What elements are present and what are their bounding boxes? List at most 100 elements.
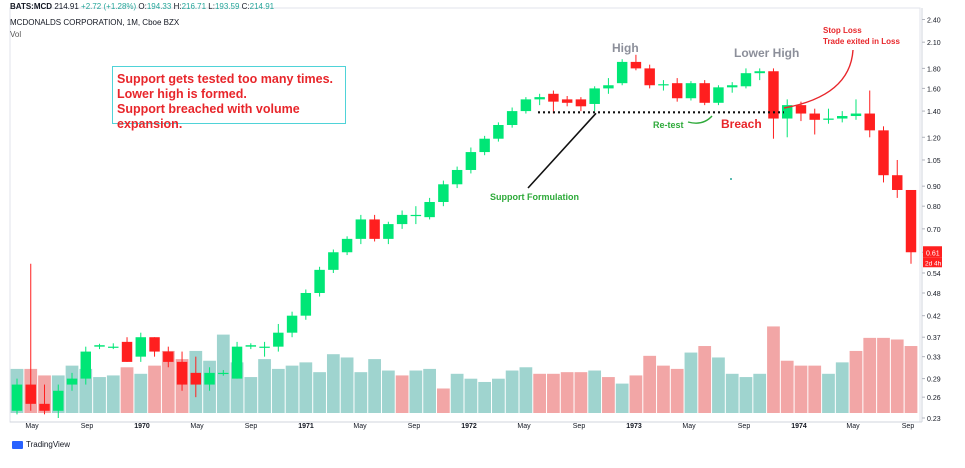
candle-body <box>671 83 683 99</box>
high-label: H: <box>173 2 182 11</box>
countdown-badge-text: 2d 4h <box>925 260 942 267</box>
volume-bar <box>492 378 505 413</box>
candle-body <box>658 84 669 86</box>
candle-body <box>534 97 545 100</box>
candle-body <box>589 88 600 104</box>
candle-body <box>740 73 752 87</box>
volume-bar <box>354 372 368 413</box>
candle-body <box>726 85 738 88</box>
candle-body <box>892 175 903 190</box>
volume-bar <box>560 372 574 413</box>
x-tick-label: Sep <box>81 423 94 430</box>
tradingview-icon <box>12 440 23 449</box>
x-tick-label: May <box>25 423 39 430</box>
volume-bar <box>436 388 450 413</box>
change-value: +2.72 (+1.28%) <box>81 2 137 11</box>
countdown-badge <box>923 257 942 268</box>
marker-dot <box>730 178 732 180</box>
volume-bar <box>574 372 588 413</box>
y-tick-label: 0.80 <box>927 204 941 211</box>
candle-body <box>121 341 133 362</box>
y-tick-label: 0.23 <box>927 416 941 423</box>
candle-body <box>190 372 202 385</box>
candle-body <box>548 93 559 102</box>
candle-body <box>53 390 64 411</box>
low-label: L: <box>208 2 215 11</box>
volume-bar <box>877 337 890 413</box>
volume-bar <box>643 355 657 413</box>
volume-bar <box>849 350 863 413</box>
volume-bar <box>794 365 808 413</box>
candle-body <box>850 113 862 117</box>
open-value: 194.33 <box>146 2 172 11</box>
candle-body <box>781 105 793 119</box>
candle-body <box>383 224 394 239</box>
volume-bar <box>161 350 175 413</box>
volume-bar <box>478 381 492 413</box>
x-tick-label: Sep <box>573 423 586 430</box>
candle-body <box>341 238 353 253</box>
tradingview-name: TradingView <box>26 440 71 449</box>
candle-body <box>410 214 422 217</box>
x-tick-label: Sep <box>408 423 421 430</box>
y-tick-label: 0.90 <box>927 184 941 191</box>
volume-bar <box>670 368 684 413</box>
candle-body <box>685 83 697 99</box>
candle-body <box>218 372 229 375</box>
last-price-badge <box>923 246 942 258</box>
volume-bar <box>629 375 643 413</box>
breach-annotation: Breach <box>721 117 762 131</box>
candle-body <box>754 71 765 74</box>
candle-body <box>823 118 834 120</box>
volume-bar <box>106 375 120 413</box>
candle-body <box>135 337 147 357</box>
volume-bar <box>712 357 725 413</box>
y-tick-label: 0.33 <box>927 355 941 362</box>
volume-bar <box>120 367 134 413</box>
candle-body <box>149 337 160 352</box>
volume-bar <box>533 373 547 413</box>
stop-loss-curve <box>783 49 854 109</box>
candle-body <box>176 361 188 385</box>
volume-bar <box>863 337 877 413</box>
symbol-header: BATS:MCD 214.91 +2.72 (+1.28%) O:194.33 … <box>10 2 274 11</box>
candle-body <box>520 99 532 112</box>
open-label: O: <box>138 2 147 11</box>
close-label: C: <box>241 2 250 11</box>
candle-body <box>479 138 490 153</box>
y-tick-label: 0.48 <box>927 291 941 298</box>
y-tick-label: 1.05 <box>927 158 941 165</box>
low-value: 193.59 <box>214 2 240 11</box>
candle-body <box>864 113 875 131</box>
volume-bar <box>271 368 285 413</box>
y-tick-label: 1.60 <box>927 86 941 93</box>
y-tick-label: 1.20 <box>927 135 941 142</box>
volume-bar <box>464 378 478 413</box>
stop-loss-annotation: Stop Loss <box>823 26 862 35</box>
candle-body <box>438 184 449 202</box>
trade-exited-annotation: Trade exited in Loss <box>823 37 900 46</box>
volume-bar <box>340 357 354 413</box>
volume-bar <box>79 368 93 413</box>
volume-label: Vol <box>10 30 22 39</box>
y-tick-label: 1.40 <box>927 109 941 116</box>
candle-body <box>795 105 807 114</box>
volume-bar <box>822 373 835 413</box>
x-tick-label: 1971 <box>298 423 314 430</box>
y-tick-label: 0.29 <box>927 377 941 384</box>
candle-body <box>644 68 655 86</box>
candle-body <box>699 83 710 103</box>
note-line-2: Lower high is formed. <box>117 87 247 101</box>
y-tick-label: 0.70 <box>927 227 941 234</box>
chart-title: MCDONALDS CORPORATION, 1M, Cboe BZX <box>10 18 180 27</box>
volume-bar <box>808 365 822 413</box>
candle-body <box>25 384 36 404</box>
candle-body <box>630 61 642 69</box>
y-tick-label: 1.80 <box>927 66 941 73</box>
candle-body <box>561 99 573 103</box>
candle-body <box>163 351 174 362</box>
candle-body <box>39 403 50 411</box>
candle-body <box>905 189 917 253</box>
tradingview-logo[interactable]: TradingView <box>12 440 70 449</box>
